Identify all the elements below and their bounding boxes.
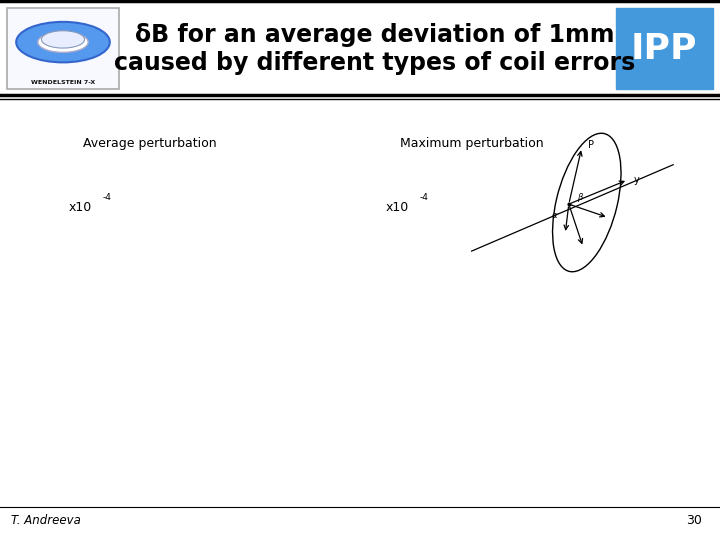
- Text: IPP: IPP: [631, 32, 698, 65]
- Text: δB for an average deviation of 1mm: δB for an average deviation of 1mm: [135, 23, 614, 48]
- Bar: [616, 8, 713, 89]
- Text: caused by different types of coil errors: caused by different types of coil errors: [114, 51, 635, 76]
- Ellipse shape: [37, 32, 88, 52]
- Text: $\alpha$: $\alpha$: [551, 211, 558, 220]
- Text: -4: -4: [420, 193, 428, 201]
- Text: $\beta$: $\beta$: [577, 191, 585, 204]
- Ellipse shape: [16, 22, 110, 63]
- Text: 30: 30: [686, 514, 702, 526]
- Text: Maximum perturbation: Maximum perturbation: [400, 137, 543, 150]
- Text: Average perturbation: Average perturbation: [83, 137, 217, 150]
- Text: WENDELSTEIN 7-X: WENDELSTEIN 7-X: [31, 80, 95, 85]
- Text: T. Andreeva: T. Andreeva: [11, 514, 81, 526]
- Ellipse shape: [41, 31, 85, 48]
- Text: P: P: [588, 140, 593, 150]
- Bar: [7, 8, 119, 89]
- Bar: [0, 0, 720, 94]
- Text: -4: -4: [103, 193, 112, 201]
- Text: y: y: [634, 175, 639, 185]
- Text: x10: x10: [385, 201, 408, 214]
- Text: x10: x10: [68, 201, 91, 214]
